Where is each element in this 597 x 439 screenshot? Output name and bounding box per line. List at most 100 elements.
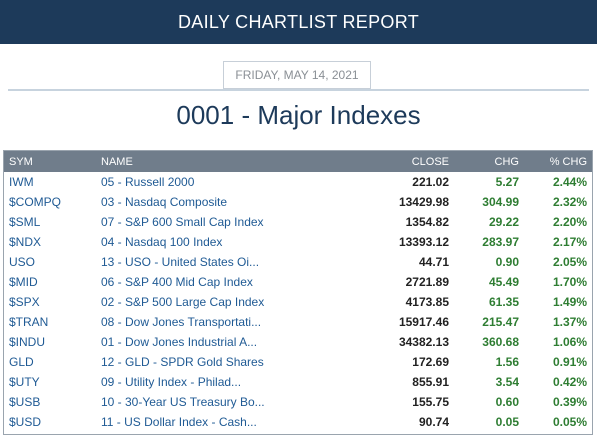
- name-link[interactable]: 09 - Utility Index - Philad...: [101, 375, 242, 389]
- name-cell: 07 - S&P 600 Small Cap Index: [96, 212, 314, 232]
- column-header-close[interactable]: CLOSE: [411, 155, 449, 168]
- change-cell: 283.97: [482, 235, 519, 249]
- change-cell: 0.05: [495, 415, 519, 429]
- table-body: IWM 05 - Russell 2000 221.02 5.27 2.44% $COMP…: [4, 172, 592, 432]
- change-cell: 215.47: [482, 315, 519, 329]
- change-cell: 29.22: [488, 215, 519, 229]
- percent-change-cell: 2.32%: [552, 195, 587, 209]
- symbol-link[interactable]: GLD: [9, 355, 34, 369]
- name-cell: 10 - 30-Year US Treasury Bo...: [96, 392, 314, 412]
- close-cell: 155.75: [412, 395, 449, 409]
- symbol-link[interactable]: $SML: [9, 215, 41, 229]
- table-row[interactable]: $USB 10 - 30-Year US Treasury Bo... 155.75…: [4, 392, 592, 412]
- table-row[interactable]: GLD 12 - GLD - SPDR Gold Shares 172.69 1.56…: [4, 352, 592, 372]
- name-link[interactable]: 05 - Russell 2000: [101, 175, 195, 189]
- page-title: 0001 - Major Indexes: [176, 100, 421, 130]
- name-link[interactable]: 11 - US Dollar Index - Cash...: [101, 415, 257, 429]
- table-row[interactable]: USO 13 - USO - United States Oi... 44.71 0.…: [4, 252, 592, 272]
- symbol-cell: $SML: [4, 212, 96, 232]
- divider: [8, 89, 589, 91]
- report-banner: DAILY CHARTLIST REPORT: [0, 0, 597, 44]
- symbol-cell: $COMPQ: [4, 192, 96, 212]
- symbol-link[interactable]: $USB: [9, 395, 41, 409]
- symbol-link[interactable]: $NDX: [9, 235, 42, 249]
- close-cell: 13429.98: [398, 195, 449, 209]
- percent-change-cell: 2.17%: [552, 235, 587, 249]
- change-cell: 3.54: [495, 375, 519, 389]
- name-cell: 03 - Nasdaq Composite: [96, 192, 314, 212]
- table-row[interactable]: $INDU 01 - Dow Jones Industrial A... 34382…: [4, 332, 592, 352]
- table-row[interactable]: $UTY 09 - Utility Index - Philad... 855.91…: [4, 372, 592, 392]
- symbol-link[interactable]: $INDU: [9, 335, 46, 349]
- column-header-sym[interactable]: SYM: [9, 155, 33, 168]
- name-cell: 09 - Utility Index - Philad...: [96, 372, 314, 392]
- name-link[interactable]: 13 - USO - United States Oi...: [101, 255, 260, 269]
- name-cell: 13 - USO - United States Oi...: [96, 252, 314, 272]
- name-link[interactable]: 04 - Nasdaq 100 Index: [101, 235, 223, 249]
- change-cell: 61.35: [488, 295, 519, 309]
- close-cell: 34382.13: [398, 335, 449, 349]
- name-link[interactable]: 12 - GLD - SPDR Gold Shares: [101, 355, 264, 369]
- symbol-link[interactable]: $UTY: [9, 375, 40, 389]
- report-date: FRIDAY, MAY 14, 2021: [223, 61, 371, 89]
- symbol-cell: $SPX: [4, 292, 96, 312]
- name-cell: 02 - S&P 500 Large Cap Index: [96, 292, 314, 312]
- close-cell: 2721.89: [405, 275, 449, 289]
- name-link[interactable]: 10 - 30-Year US Treasury Bo...: [101, 395, 265, 409]
- name-link[interactable]: 02 - S&P 500 Large Cap Index: [101, 295, 265, 309]
- table-row[interactable]: $USD 11 - US Dollar Index - Cash... 90.74 0…: [4, 412, 592, 432]
- change-cell: 304.99: [482, 195, 519, 209]
- symbol-link[interactable]: IWM: [9, 175, 34, 189]
- change-cell: 1.56: [495, 355, 519, 369]
- table-row[interactable]: $COMPQ 03 - Nasdaq Composite 13429.98 304.9…: [4, 192, 592, 212]
- symbol-cell: $USD: [4, 412, 96, 432]
- column-header-chg[interactable]: CHG: [494, 155, 519, 168]
- symbol-link[interactable]: $MID: [9, 275, 38, 289]
- column-header-name[interactable]: NAME: [101, 155, 133, 168]
- name-link[interactable]: 06 - S&P 400 Mid Cap Index: [101, 275, 253, 289]
- name-cell: 04 - Nasdaq 100 Index: [96, 232, 314, 252]
- table-header-row: SYM NAME CLOSE CHG % CHG: [4, 151, 592, 172]
- symbol-link[interactable]: $USD: [9, 415, 42, 429]
- percent-change-cell: 1.70%: [552, 275, 587, 289]
- name-cell: 08 - Dow Jones Transportati...: [96, 312, 314, 332]
- symbol-cell: USO: [4, 252, 96, 272]
- close-cell: 1354.82: [405, 215, 449, 229]
- close-cell: 855.91: [412, 375, 449, 389]
- table-row[interactable]: $MID 06 - S&P 400 Mid Cap Index 2721.89 45.…: [4, 272, 592, 292]
- name-cell: 11 - US Dollar Index - Cash...: [96, 412, 314, 432]
- symbol-link[interactable]: $SPX: [9, 295, 40, 309]
- symbol-link[interactable]: $TRAN: [9, 315, 49, 329]
- percent-change-cell: 2.05%: [552, 255, 587, 269]
- percent-change-cell: 1.37%: [552, 315, 587, 329]
- close-cell: 15917.46: [398, 315, 449, 329]
- table-row[interactable]: $SML 07 - S&P 600 Small Cap Index 1354.82 2…: [4, 212, 592, 232]
- percent-change-cell: 2.44%: [552, 175, 587, 189]
- column-header-pct-chg[interactable]: % CHG: [549, 155, 587, 168]
- close-cell: 13393.12: [398, 235, 449, 249]
- chartlist-table-grid: SYM NAME CLOSE CHG % CHG IWM 05 - Russell…: [4, 151, 592, 432]
- table-row[interactable]: IWM 05 - Russell 2000 221.02 5.27 2.44%: [4, 172, 592, 192]
- symbol-cell: $NDX: [4, 232, 96, 252]
- symbol-cell: $USB: [4, 392, 96, 412]
- table-row[interactable]: $SPX 02 - S&P 500 Large Cap Index 4173.85 6…: [4, 292, 592, 312]
- name-link[interactable]: 07 - S&P 600 Small Cap Index: [101, 215, 264, 229]
- name-cell: 05 - Russell 2000: [96, 172, 314, 192]
- percent-change-cell: 0.39%: [552, 395, 587, 409]
- change-cell: 0.60: [495, 395, 519, 409]
- percent-change-cell: 2.20%: [552, 215, 587, 229]
- symbol-cell: IWM: [4, 172, 96, 192]
- table-row[interactable]: $NDX 04 - Nasdaq 100 Index 13393.12 283.97 2…: [4, 232, 592, 252]
- name-link[interactable]: 08 - Dow Jones Transportati...: [101, 315, 262, 329]
- percent-change-cell: 0.91%: [552, 355, 587, 369]
- table-row[interactable]: $TRAN 08 - Dow Jones Transportati... 15917…: [4, 312, 592, 332]
- symbol-cell: $UTY: [4, 372, 96, 392]
- name-link[interactable]: 03 - Nasdaq Composite: [101, 195, 228, 209]
- symbol-link[interactable]: USO: [9, 255, 36, 269]
- symbol-link[interactable]: $COMPQ: [9, 195, 62, 209]
- close-cell: 172.69: [412, 355, 449, 369]
- change-cell: 0.90: [495, 255, 519, 269]
- name-link[interactable]: 01 - Dow Jones Industrial A...: [101, 335, 258, 349]
- close-cell: 44.71: [418, 255, 449, 269]
- change-cell: 45.49: [488, 275, 519, 289]
